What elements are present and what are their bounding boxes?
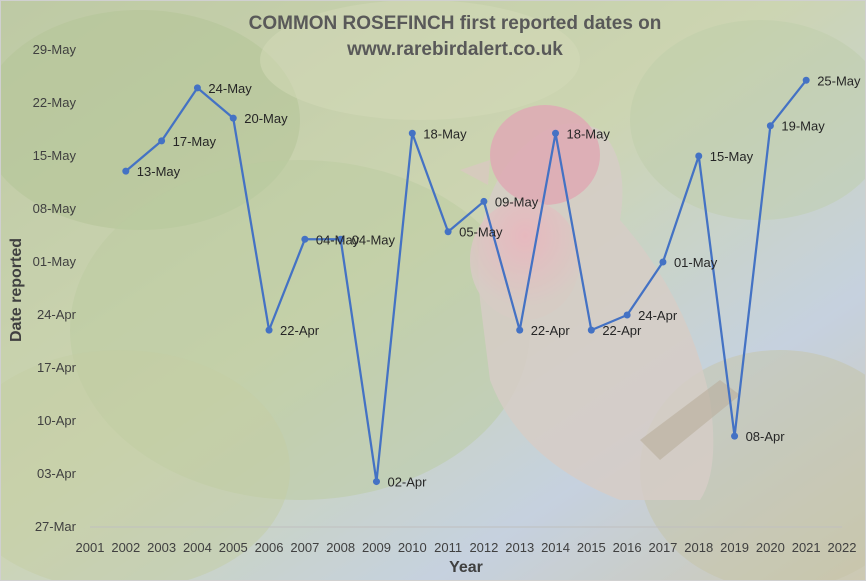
series-group	[122, 76, 810, 486]
chart-title-line1: COMMON ROSEFINCH first reported dates on	[249, 13, 662, 34]
data-point	[695, 152, 703, 160]
data-point	[802, 76, 810, 84]
x-tick-label: 2017	[648, 540, 677, 555]
x-tick-label: 2021	[792, 540, 821, 555]
y-tick-label: 29-May	[33, 42, 77, 57]
y-tick-label: 08-May	[33, 201, 77, 216]
y-tick-label: 27-Mar	[35, 519, 77, 534]
data-point	[480, 197, 488, 205]
y-axis-ticks: 29-May 22-May 15-May 08-May 01-May 24-Apr 17-A…	[33, 42, 77, 534]
y-tick-label: 15-May	[33, 148, 77, 163]
x-tick-label: 2019	[720, 540, 749, 555]
y-axis-title: Date reported	[8, 238, 25, 342]
data-label: 19-May	[781, 119, 825, 134]
data-label: 25-May	[817, 73, 861, 88]
data-label: 13-May	[137, 164, 181, 179]
data-label: 24-Apr	[638, 308, 678, 323]
data-point	[552, 129, 560, 137]
y-tick-label: 10-Apr	[37, 413, 77, 428]
data-label: 22-Apr	[280, 323, 320, 338]
data-point	[408, 129, 416, 137]
x-tick-label: 2008	[326, 540, 355, 555]
data-label: 04-May	[316, 232, 360, 247]
data-point	[372, 478, 380, 486]
x-axis-title: Year	[449, 559, 483, 576]
y-tick-label: 03-Apr	[37, 466, 77, 481]
x-tick-label: 2018	[684, 540, 713, 555]
data-label: 15-May	[710, 149, 754, 164]
data-label: 09-May	[495, 194, 539, 209]
x-tick-label: 2009	[362, 540, 391, 555]
data-point	[122, 167, 130, 175]
rosefinch-photo	[460, 105, 740, 501]
data-point	[265, 326, 273, 334]
data-label: 02-Apr	[387, 475, 427, 490]
x-tick-label: 2015	[577, 540, 606, 555]
x-axis-ticks: 2001 2002 2003 2004 2005 2006 2007 2008 2009 2010…	[76, 540, 857, 555]
data-point	[444, 228, 452, 236]
x-tick-label: 2016	[613, 540, 642, 555]
data-label: 20-May	[244, 111, 288, 126]
data-label: 18-May	[423, 126, 467, 141]
y-tick-label: 01-May	[33, 254, 77, 269]
series-line	[125, 79, 808, 483]
x-tick-label: 2007	[290, 540, 319, 555]
data-point	[516, 326, 524, 334]
x-tick-label: 2006	[255, 540, 284, 555]
data-point	[766, 122, 774, 130]
y-tick-label: 24-Apr	[37, 307, 77, 322]
data-label: 04-May	[352, 232, 396, 247]
data-point	[229, 114, 237, 122]
x-tick-label: 2011	[434, 540, 462, 555]
chart-title-line2: www.rarebirdalert.co.uk	[346, 39, 563, 60]
data-point	[623, 311, 631, 319]
data-labels: 13-May 17-May 24-May 20-May 22-Apr 04-May04-M…	[137, 73, 861, 489]
x-tick-label: 2022	[828, 540, 857, 555]
data-point	[301, 235, 309, 243]
data-label: 08-Apr	[746, 429, 786, 444]
data-label: 18-May	[567, 126, 611, 141]
data-label: 01-May	[674, 255, 718, 270]
x-tick-label: 2003	[147, 540, 176, 555]
x-tick-label: 2013	[505, 540, 534, 555]
data-label: 22-Apr	[531, 323, 571, 338]
x-tick-label: 2002	[111, 540, 140, 555]
x-tick-label: 2005	[219, 540, 248, 555]
x-tick-label: 2012	[469, 540, 498, 555]
x-tick-label: 2010	[398, 540, 427, 555]
data-label: 22-Apr	[602, 323, 642, 338]
data-point	[659, 258, 667, 266]
data-point	[158, 137, 166, 145]
data-point	[193, 84, 201, 92]
x-tick-label: 2004	[183, 540, 212, 555]
x-tick-label: 2020	[756, 540, 785, 555]
y-tick-label: 22-May	[33, 95, 77, 110]
data-label: 24-May	[208, 81, 252, 96]
data-point	[587, 326, 595, 334]
x-tick-label: 2014	[541, 540, 570, 555]
data-label: 05-May	[459, 225, 503, 240]
y-tick-label: 17-Apr	[37, 360, 77, 375]
data-point	[337, 235, 345, 243]
data-label: 17-May	[173, 134, 217, 149]
x-tick-label: 2001	[76, 540, 105, 555]
data-point	[731, 432, 739, 440]
